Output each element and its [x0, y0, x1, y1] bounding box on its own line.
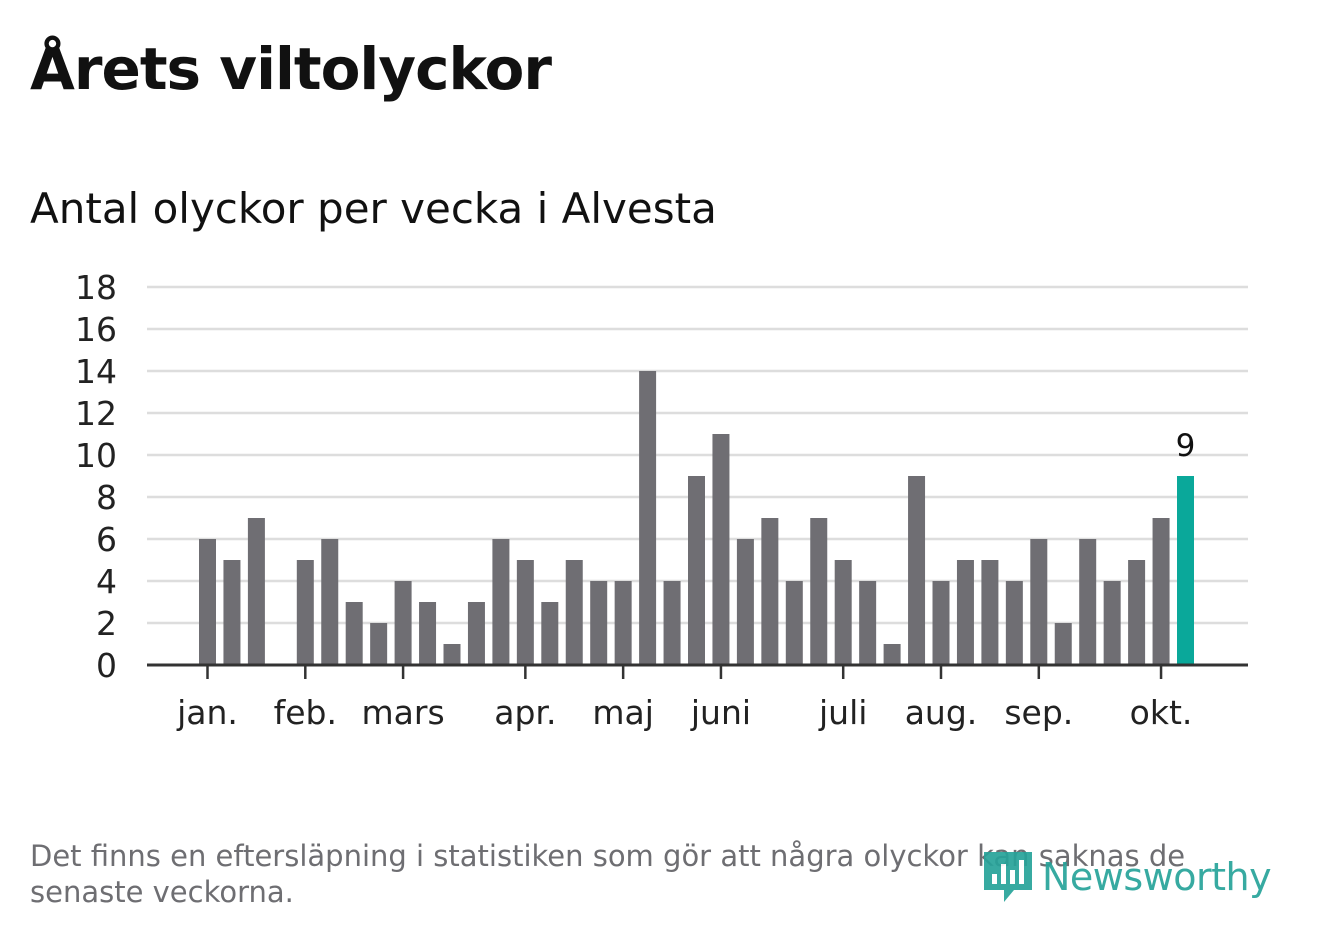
- data-label-highlight: 9: [1176, 428, 1196, 464]
- bar: [541, 602, 559, 665]
- bar: [908, 476, 926, 665]
- x-tick-label: jan.: [176, 693, 238, 732]
- y-tick-label: 10: [75, 436, 117, 475]
- bar: [565, 560, 583, 665]
- bar: [247, 518, 265, 665]
- bar: [345, 602, 363, 665]
- bar: [590, 581, 608, 665]
- x-tick-label: feb.: [274, 693, 337, 732]
- bar: [859, 581, 877, 665]
- bar: [810, 518, 828, 665]
- bar: [467, 602, 485, 665]
- y-tick-label: 2: [96, 604, 117, 643]
- x-tick-label: mars: [362, 693, 445, 732]
- bars: [199, 371, 1194, 665]
- bar: [736, 539, 754, 665]
- x-tick-label: juni: [690, 693, 751, 732]
- bar: [1005, 581, 1023, 665]
- newsworthy-logo-text: Newsworthy: [1042, 855, 1272, 899]
- bar: [199, 539, 216, 665]
- bar: [443, 644, 461, 665]
- bar: [614, 581, 632, 665]
- x-tick-label: maj: [592, 693, 654, 732]
- bar: [834, 560, 852, 665]
- x-tick-label: sep.: [1004, 693, 1073, 732]
- bar: [712, 434, 730, 665]
- x-axis-ticks: jan. feb. mars apr. maj juni juli aug. sep. okt.: [176, 665, 1192, 732]
- bar: [785, 581, 803, 665]
- y-tick-label: 16: [75, 310, 117, 349]
- bar-highlight: [1177, 476, 1194, 665]
- x-tick-label: apr.: [494, 693, 556, 732]
- bar: [1152, 518, 1170, 665]
- bar: [639, 371, 657, 665]
- bar: [761, 518, 779, 665]
- bar: [492, 539, 510, 665]
- bar: [1079, 539, 1097, 665]
- bar: [688, 476, 705, 665]
- bar: [296, 560, 314, 665]
- bar: [932, 581, 950, 665]
- bar: [1054, 623, 1072, 665]
- bar: [1030, 539, 1048, 665]
- bar: [981, 560, 999, 665]
- bar: [956, 560, 974, 665]
- bar: [883, 644, 901, 665]
- chart-title: Årets viltolyckor: [30, 35, 552, 103]
- y-tick-label: 12: [75, 394, 117, 433]
- x-tick-label: juli: [818, 693, 867, 732]
- data-labels: 9: [1176, 428, 1196, 464]
- bar: [370, 623, 388, 665]
- bar: [516, 560, 534, 665]
- y-tick-label: 8: [96, 478, 117, 517]
- bar: [394, 581, 412, 665]
- bar: [321, 539, 339, 665]
- newsworthy-logo: Newsworthy: [980, 848, 1272, 906]
- y-tick-label: 4: [96, 562, 117, 601]
- bar: [1128, 560, 1146, 665]
- x-tick-label: aug.: [905, 693, 978, 732]
- bar: [663, 581, 681, 665]
- bar: [419, 602, 437, 665]
- chart-subtitle: Antal olyckor per vecka i Alvesta: [30, 184, 717, 233]
- y-tick-label: 18: [75, 268, 117, 307]
- bar: [223, 560, 241, 665]
- newsworthy-logo-icon: [984, 852, 1032, 902]
- bar: [1103, 581, 1121, 665]
- x-tick-label: okt.: [1130, 693, 1193, 732]
- y-tick-label: 6: [96, 520, 117, 559]
- y-tick-label: 0: [96, 646, 117, 685]
- y-tick-label: 14: [75, 352, 117, 391]
